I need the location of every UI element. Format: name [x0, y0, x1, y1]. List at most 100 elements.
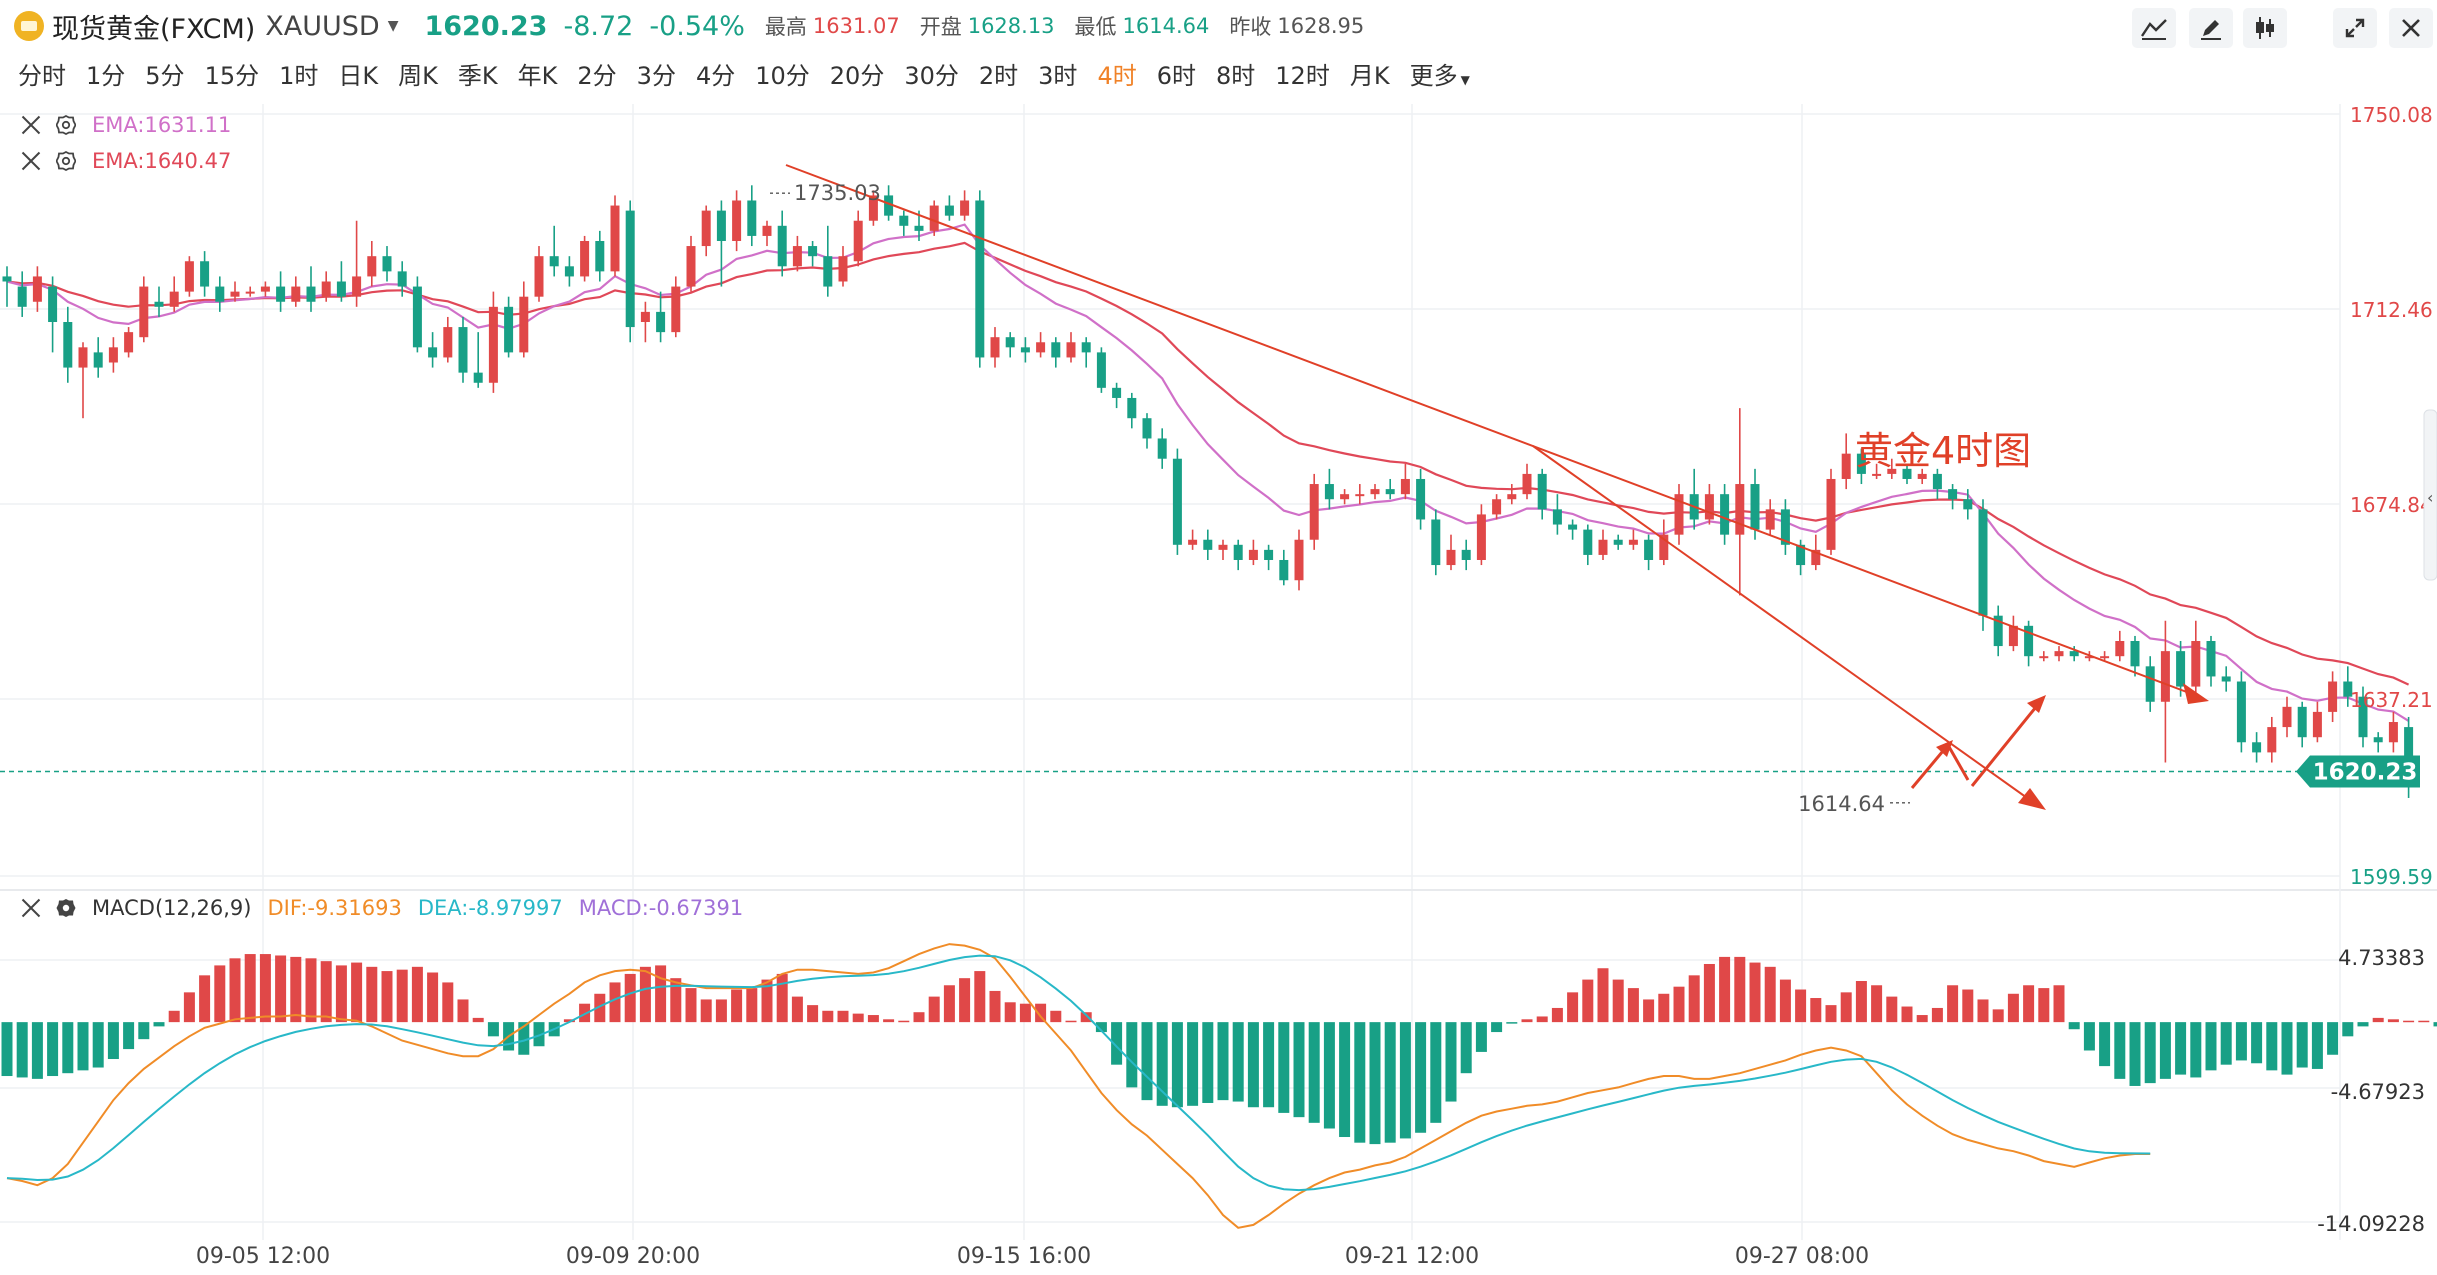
- candle-body: [2130, 641, 2140, 667]
- period-tab[interactable]: 年K: [517, 61, 558, 90]
- candle-body: [1507, 494, 1517, 500]
- more-periods-button[interactable]: 更多 ▼: [1410, 56, 1470, 91]
- candle-body: [1446, 549, 1456, 566]
- macd-bar: [1551, 1007, 1563, 1023]
- candle-body: [2373, 737, 2383, 743]
- close-icon[interactable]: [2389, 8, 2433, 48]
- period-tab[interactable]: 3分: [636, 61, 676, 90]
- candle-body: [412, 286, 422, 348]
- period-tab[interactable]: 15分: [204, 61, 260, 90]
- period-tab[interactable]: 20分: [829, 61, 885, 90]
- ema-short-value: EMA:1631.11: [92, 113, 232, 137]
- close-icon[interactable]: [20, 114, 42, 136]
- period-tab[interactable]: 5分: [145, 61, 185, 90]
- period-tab[interactable]: 3时: [1038, 61, 1078, 90]
- time-tick: 09-09 20:00: [566, 1244, 700, 1269]
- candle-body: [1461, 549, 1471, 560]
- instrument-symbol[interactable]: XAUUSD: [265, 10, 380, 42]
- candle-body: [1279, 559, 1289, 581]
- macd-bar: [1931, 1007, 1943, 1023]
- period-tab[interactable]: 分时: [18, 61, 66, 90]
- close-icon[interactable]: [20, 150, 42, 172]
- macd-bar: [2387, 1019, 2399, 1023]
- forecast-arrow-up: [1970, 701, 2042, 787]
- period-tab[interactable]: 周K: [398, 61, 438, 90]
- macd-bar: [214, 965, 226, 1023]
- macd-bar: [1232, 1022, 1244, 1102]
- period-tab[interactable]: 2时: [978, 61, 1019, 90]
- macd-bar: [427, 972, 439, 1023]
- macd-bar: [123, 1022, 135, 1050]
- period-tab[interactable]: 6时: [1156, 61, 1196, 90]
- macd-bar: [822, 1010, 834, 1023]
- candle-body: [17, 286, 27, 307]
- period-tab[interactable]: 1分: [86, 61, 126, 90]
- candle-body: [2221, 676, 2231, 682]
- period-tab[interactable]: 10分: [755, 61, 810, 90]
- expand-icon[interactable]: [2333, 8, 2377, 48]
- candle-body: [1765, 509, 1775, 530]
- settings-icon[interactable]: [56, 115, 76, 135]
- macd-bar: [2129, 1022, 2141, 1086]
- period-tab[interactable]: 2分: [577, 61, 617, 90]
- macd-bar: [2023, 985, 2035, 1023]
- period-tab[interactable]: 月K: [1349, 61, 1390, 90]
- settings-icon[interactable]: [56, 151, 76, 171]
- period-tab-active[interactable]: 4时: [1097, 61, 1137, 90]
- macd-bar: [1141, 1022, 1153, 1101]
- macd-bar: [2311, 1022, 2323, 1069]
- macd-bar: [138, 1022, 150, 1040]
- line-draw-icon[interactable]: [2132, 8, 2176, 48]
- candle-body: [1537, 473, 1547, 510]
- caret-down-icon[interactable]: ▼: [387, 18, 399, 34]
- macd-bar: [2266, 1022, 2278, 1071]
- settings-icon[interactable]: [56, 898, 76, 918]
- macd-bar: [1354, 1022, 1366, 1143]
- pencil-icon[interactable]: [2189, 8, 2233, 48]
- ema-short-line: [6, 223, 2410, 722]
- macd-bar: [1597, 968, 1609, 1023]
- candle-body: [2024, 625, 2034, 657]
- macd-tick: -4.67923: [2331, 1080, 2425, 1104]
- macd-bar: [1080, 1012, 1092, 1023]
- candle-body: [1780, 509, 1790, 545]
- macd-bar: [411, 966, 423, 1023]
- period-tab[interactable]: 8时: [1216, 61, 1256, 90]
- candle-body: [306, 286, 316, 302]
- period-tab[interactable]: 30分: [904, 61, 959, 90]
- period-tab[interactable]: 1时: [279, 61, 319, 90]
- candle-body: [397, 271, 407, 287]
- macd-bar: [2068, 1022, 2080, 1030]
- macd-bar: [31, 1022, 43, 1079]
- macd-title: MACD(12,26,9): [92, 896, 252, 920]
- macd-bar: [1536, 1016, 1548, 1023]
- candle-style-icon[interactable]: [2243, 8, 2287, 48]
- macd-bar: [77, 1022, 89, 1071]
- macd-bar: [2418, 1020, 2430, 1023]
- period-tab[interactable]: 季K: [457, 61, 498, 90]
- macd-bar: [1506, 1022, 1518, 1024]
- close-icon[interactable]: [20, 897, 42, 919]
- candle-body: [1416, 478, 1426, 520]
- macd-bar: [1688, 975, 1700, 1023]
- macd-bar: [1567, 992, 1579, 1023]
- macd-bar: [837, 1010, 849, 1023]
- candle-body: [610, 205, 620, 272]
- candle-body: [625, 210, 635, 328]
- candle-body: [1720, 494, 1730, 535]
- candle-body: [1051, 342, 1061, 358]
- candle-body: [139, 286, 149, 338]
- period-tab[interactable]: 12时: [1275, 61, 1330, 90]
- candle-body: [899, 215, 909, 226]
- macd-bar: [1065, 1020, 1077, 1023]
- stat-low-label: 最低: [1074, 15, 1117, 39]
- candle-body: [1841, 453, 1851, 479]
- macd-bar: [244, 954, 256, 1023]
- period-tab[interactable]: 4分: [695, 61, 736, 90]
- period-tab[interactable]: 日K: [338, 61, 379, 90]
- candle-body: [2312, 711, 2322, 738]
- macd-bar: [320, 961, 332, 1023]
- candle-body: [2252, 742, 2262, 753]
- candle-body: [701, 210, 711, 247]
